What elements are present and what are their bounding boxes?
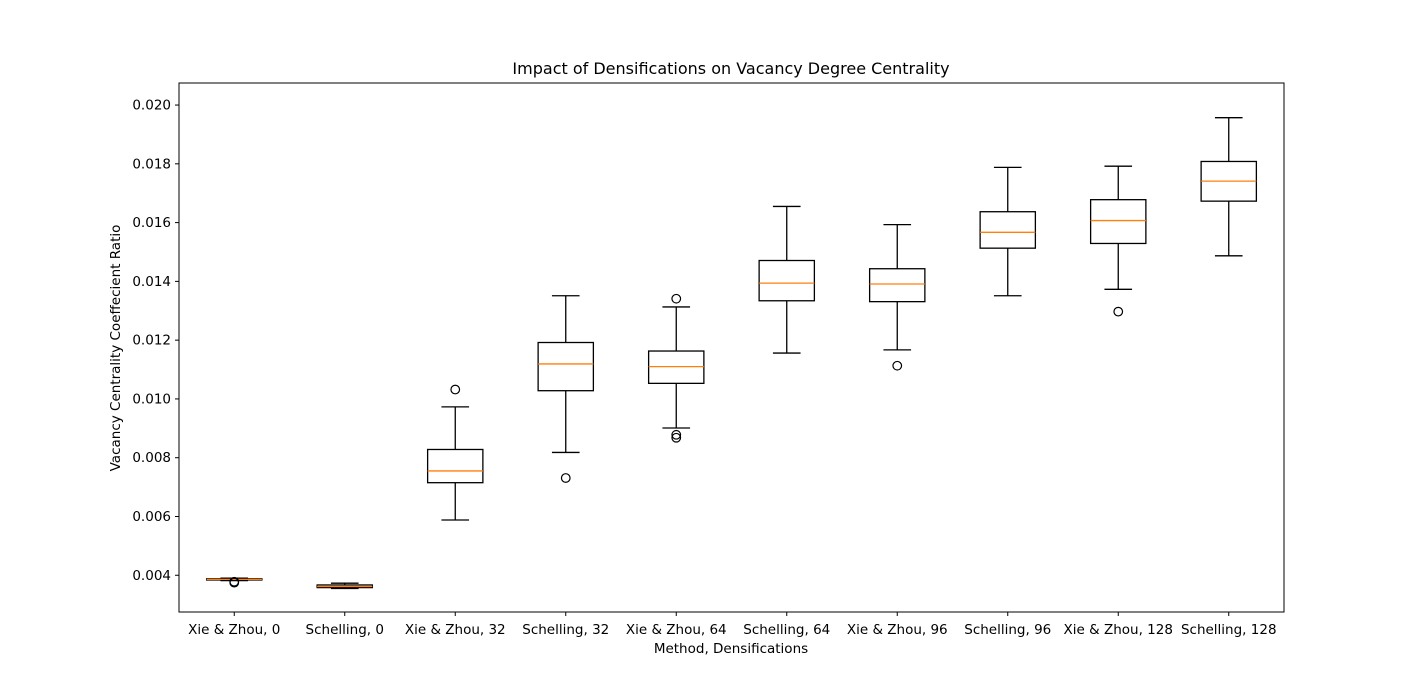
x-tick-label: Xie & Zhou, 32 bbox=[405, 622, 506, 638]
y-tick-label: 0.020 bbox=[132, 98, 171, 114]
x-tick-label: Schelling, 64 bbox=[743, 622, 830, 638]
box bbox=[537, 341, 595, 392]
outlier-point bbox=[671, 432, 682, 443]
outlier-point bbox=[229, 576, 240, 587]
x-tick-label: Schelling, 0 bbox=[306, 622, 384, 638]
outlier-point bbox=[1113, 306, 1124, 317]
x-tick-label: Schelling, 32 bbox=[522, 622, 609, 638]
outlier-point bbox=[560, 473, 571, 483]
outlier-point bbox=[671, 429, 682, 440]
x-tick-label: Schelling, 96 bbox=[964, 622, 1051, 638]
chart-title: Impact of Densifications on Vacancy Degr… bbox=[512, 59, 949, 78]
y-axis-label: Vacancy Centrality Coeffecient Ratio bbox=[108, 225, 124, 472]
x-tick-label: Xie & Zhou, 64 bbox=[626, 622, 727, 638]
box bbox=[868, 268, 926, 303]
box bbox=[426, 448, 484, 484]
plot-frame bbox=[178, 82, 1285, 613]
box bbox=[1089, 199, 1147, 245]
y-tick-label: 0.004 bbox=[132, 568, 171, 584]
plot-area: 0.004 0.006 0.008 0.010 0.012 0.014 0.016 0.018… bbox=[132, 98, 1276, 638]
y-tick-label: 0.016 bbox=[132, 215, 171, 231]
box bbox=[758, 259, 816, 302]
x-tick-label: Schelling, 128 bbox=[1181, 622, 1277, 638]
y-tick-label: 0.008 bbox=[132, 450, 171, 466]
x-tick-label: Xie & Zhou, 128 bbox=[1064, 622, 1173, 638]
y-tick-label: 0.006 bbox=[132, 509, 171, 525]
y-tick-label: 0.018 bbox=[132, 156, 171, 172]
x-axis-label: Method, Densifications bbox=[654, 641, 808, 657]
y-tick-label: 0.014 bbox=[132, 274, 171, 290]
y-tick-label: 0.012 bbox=[132, 333, 171, 349]
outlier-point bbox=[671, 293, 682, 304]
x-tick-label: Xie & Zhou, 0 bbox=[188, 622, 280, 638]
outlier-point bbox=[450, 384, 461, 395]
x-tick-label: Xie & Zhou, 96 bbox=[847, 622, 948, 638]
y-tick-label: 0.010 bbox=[132, 391, 171, 407]
outlier-point bbox=[892, 360, 903, 371]
box bbox=[979, 211, 1037, 249]
